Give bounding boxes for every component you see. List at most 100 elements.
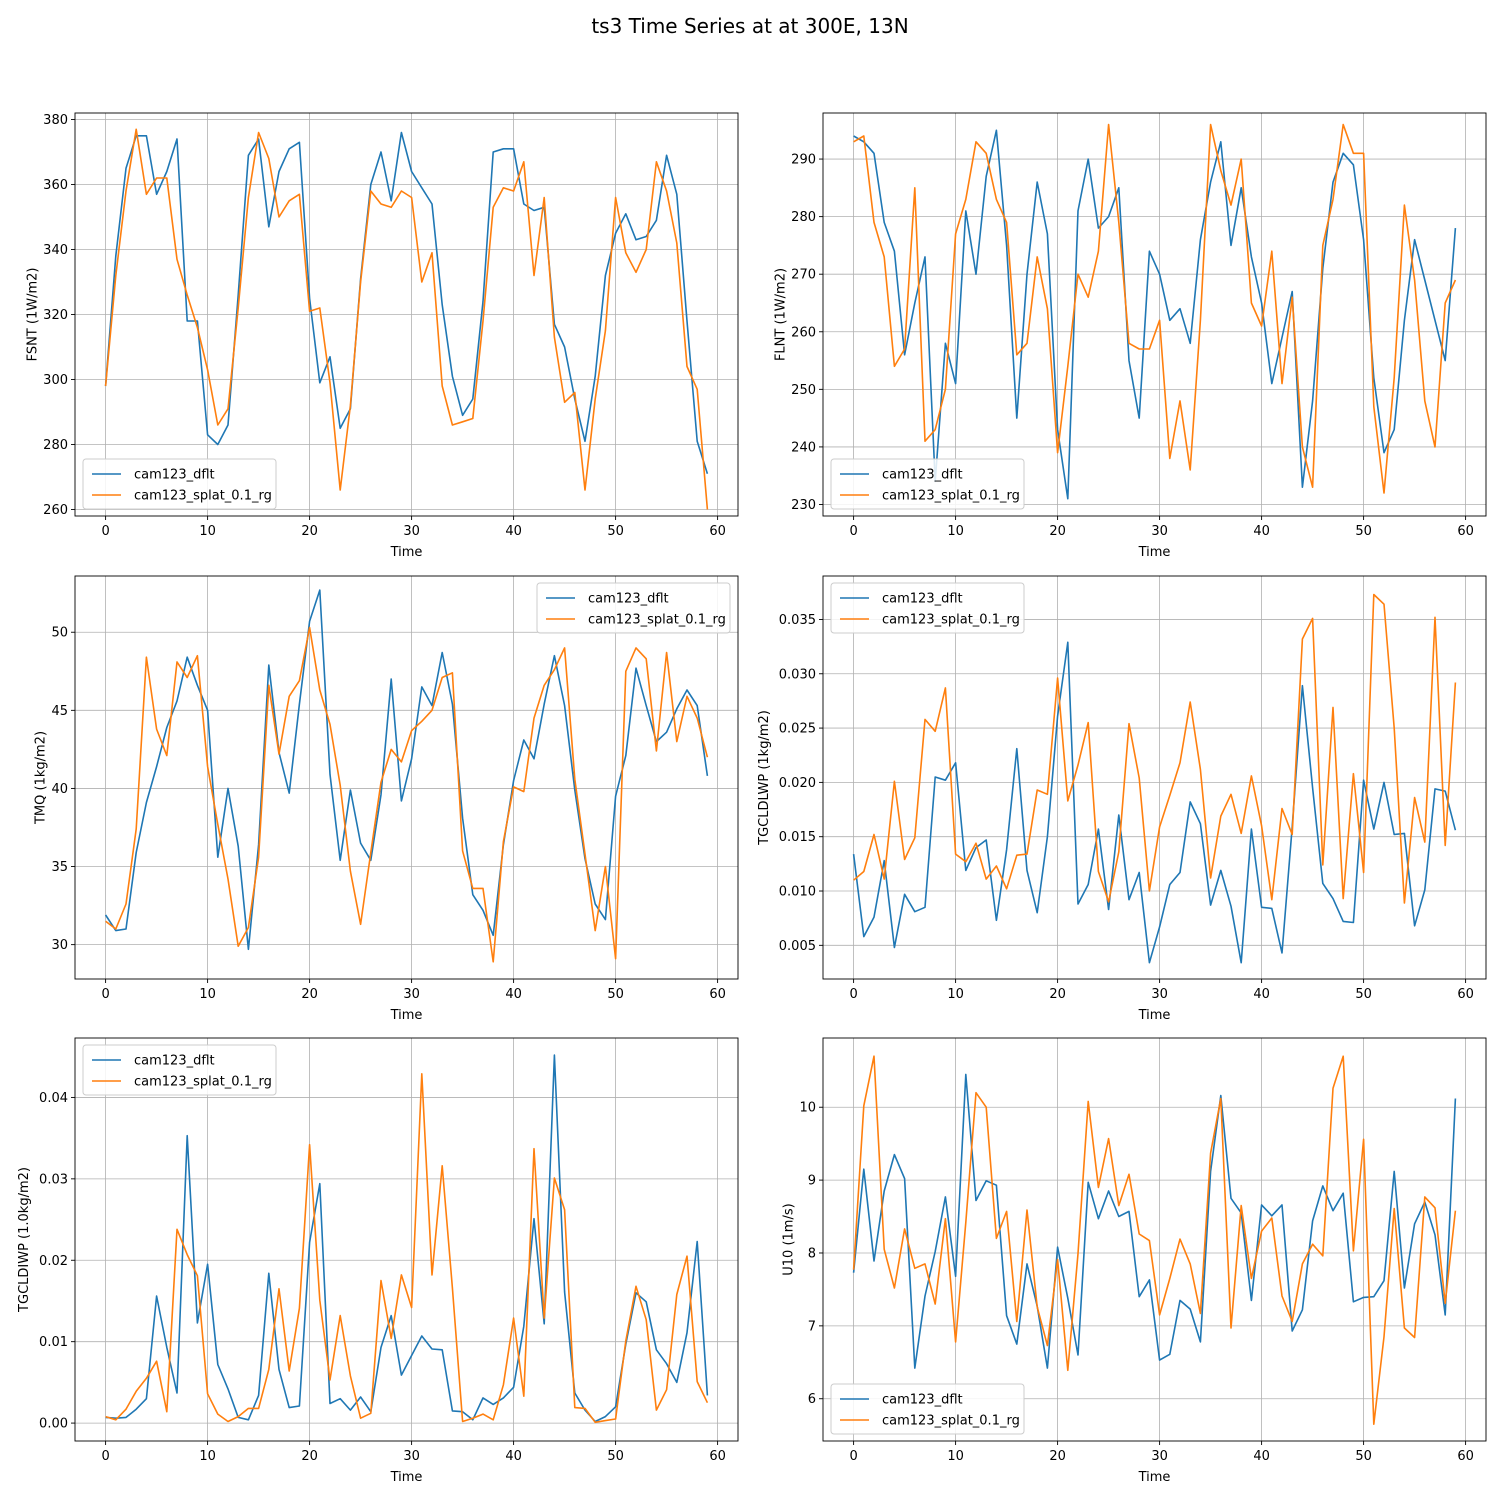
x-axis-label: Time bbox=[390, 545, 423, 560]
x-tick-label: 30 bbox=[1151, 1449, 1168, 1464]
y-tick-label: 290 bbox=[791, 153, 816, 168]
y-tick-label: 6 bbox=[808, 1392, 816, 1407]
x-tick-label: 60 bbox=[1457, 1449, 1474, 1464]
legend-label: cam123_splat_0.1_rg bbox=[134, 1075, 272, 1090]
x-tick-label: 0 bbox=[849, 987, 857, 1002]
x-tick-label: 30 bbox=[403, 987, 420, 1002]
x-tick-label: 40 bbox=[1253, 524, 1270, 539]
y-tick-label: 250 bbox=[791, 383, 816, 398]
x-tick-label: 30 bbox=[403, 1449, 420, 1464]
series-line-cam123_dflt bbox=[852, 1073, 1457, 1369]
y-tick-label: 50 bbox=[51, 626, 68, 641]
y-tick-label: 0.005 bbox=[779, 939, 816, 954]
x-tick-label: 0 bbox=[101, 1449, 109, 1464]
x-tick-label: 30 bbox=[1151, 524, 1168, 539]
y-tick-label: 40 bbox=[51, 782, 68, 797]
legend-label: cam123_splat_0.1_rg bbox=[588, 613, 726, 628]
legend: cam123_dflt cam123_splat_0.1_rg bbox=[830, 582, 1025, 634]
x-tick-label: 0 bbox=[849, 1449, 857, 1464]
x-tick-label: 60 bbox=[709, 1449, 726, 1464]
series-line-cam123_dflt bbox=[104, 131, 709, 475]
y-axis-label: FLNT (1W/m2) bbox=[773, 268, 788, 361]
x-tick-label: 40 bbox=[505, 1449, 522, 1464]
legend-label: cam123_splat_0.1_rg bbox=[882, 1414, 1020, 1429]
legend-label: cam123_dflt bbox=[588, 592, 669, 607]
x-tick-label: 20 bbox=[301, 1449, 318, 1464]
series-line-cam123_splat_0.1_rg bbox=[105, 626, 709, 963]
y-tick-label: 9 bbox=[808, 1174, 816, 1189]
x-tick-label: 10 bbox=[947, 987, 964, 1002]
y-tick-label: 300 bbox=[43, 373, 68, 388]
x-tick-label: 30 bbox=[403, 524, 420, 539]
x-axis-label: Time bbox=[390, 1008, 423, 1023]
legend-label: cam123_splat_0.1_rg bbox=[882, 489, 1020, 504]
x-axis-label: Time bbox=[1138, 1008, 1171, 1023]
y-tick-label: 0.010 bbox=[779, 885, 816, 900]
x-tick-label: 20 bbox=[1049, 1449, 1066, 1464]
y-tick-label: 0.025 bbox=[779, 722, 816, 737]
legend-label: cam123_dflt bbox=[882, 1393, 963, 1408]
y-axis-label: TGCLDLWP (1kg/m2) bbox=[757, 710, 772, 846]
x-tick-label: 60 bbox=[709, 987, 726, 1002]
x-tick-label: 20 bbox=[1049, 987, 1066, 1002]
x-tick-label: 0 bbox=[101, 524, 109, 539]
series-line-cam123_dflt bbox=[852, 641, 1457, 964]
legend-box bbox=[830, 582, 1025, 634]
series-line-cam123_splat_0.1_rg bbox=[104, 128, 709, 510]
y-tick-label: 270 bbox=[791, 268, 816, 283]
axes-frame bbox=[822, 575, 1487, 980]
axes-frame bbox=[74, 575, 739, 980]
legend: cam123_dflt cam123_splat_0.1_rg bbox=[82, 458, 277, 510]
y-tick-label: 380 bbox=[43, 113, 68, 128]
y-tick-label: 0.00 bbox=[39, 1417, 68, 1432]
x-tick-label: 40 bbox=[1253, 1449, 1270, 1464]
y-tick-label: 340 bbox=[43, 243, 68, 258]
legend-box bbox=[82, 1044, 277, 1096]
x-tick-label: 60 bbox=[709, 524, 726, 539]
y-tick-label: 45 bbox=[51, 704, 68, 719]
legend-label: cam123_dflt bbox=[134, 468, 215, 483]
legend-label: cam123_splat_0.1_rg bbox=[134, 489, 272, 504]
grid bbox=[823, 576, 1486, 979]
series-line-cam123_splat_0.1_rg bbox=[853, 123, 1457, 494]
y-tick-label: 240 bbox=[791, 440, 816, 455]
legend-label: cam123_dflt bbox=[882, 592, 963, 607]
chart-panel-2: 0 10 20 30 40 50 60 230 240 250 260 270 280 290 Time FL… bbox=[773, 112, 1487, 560]
y-tick-label: 0.015 bbox=[779, 830, 816, 845]
grid bbox=[823, 113, 1486, 516]
legend-label: cam123_dflt bbox=[134, 1054, 215, 1069]
y-tick-label: 320 bbox=[43, 308, 68, 323]
grid bbox=[823, 1038, 1486, 1441]
x-tick-label: 50 bbox=[1355, 987, 1372, 1002]
chart-panel-4: 0 10 20 30 40 50 60 0.005 0.010 0.015 0.020 0.025 0.… bbox=[757, 575, 1487, 1023]
x-tick-label: 40 bbox=[1253, 987, 1270, 1002]
y-tick-label: 0.02 bbox=[39, 1254, 68, 1269]
legend-box bbox=[830, 458, 1025, 510]
series-line-cam123_splat_0.1_rg bbox=[852, 1055, 1457, 1425]
series-line-cam123_splat_0.1_rg bbox=[853, 593, 1457, 904]
y-axis-label: FSNT (1W/m2) bbox=[25, 268, 40, 362]
y-tick-label: 0.03 bbox=[39, 1172, 68, 1187]
x-axis-label: Time bbox=[1138, 1470, 1171, 1485]
x-tick-label: 40 bbox=[505, 987, 522, 1002]
x-tick-label: 0 bbox=[101, 987, 109, 1002]
legend: cam123_dflt cam123_splat_0.1_rg bbox=[830, 458, 1025, 510]
legend-label: cam123_dflt bbox=[882, 468, 963, 483]
axes-frame bbox=[74, 1037, 739, 1442]
grid bbox=[75, 576, 738, 979]
chart-panel-3: 0 10 20 30 40 50 60 30 35 40 45 50 Time TMQ (1kg/m2) c… bbox=[34, 575, 739, 1023]
x-tick-label: 50 bbox=[1355, 1449, 1372, 1464]
figure-title: ts3 Time Series at at 300E, 13N bbox=[591, 14, 909, 38]
x-tick-label: 10 bbox=[947, 524, 964, 539]
legend-box bbox=[536, 582, 731, 634]
x-tick-label: 30 bbox=[1151, 987, 1168, 1002]
y-tick-label: 360 bbox=[43, 178, 68, 193]
legend: cam123_dflt cam123_splat_0.1_rg bbox=[82, 1044, 277, 1096]
x-axis-label: Time bbox=[390, 1470, 423, 1485]
grid bbox=[75, 113, 738, 516]
y-tick-label: 230 bbox=[791, 498, 816, 513]
y-tick-label: 35 bbox=[51, 860, 68, 875]
legend: cam123_dflt cam123_splat_0.1_rg bbox=[536, 582, 731, 634]
